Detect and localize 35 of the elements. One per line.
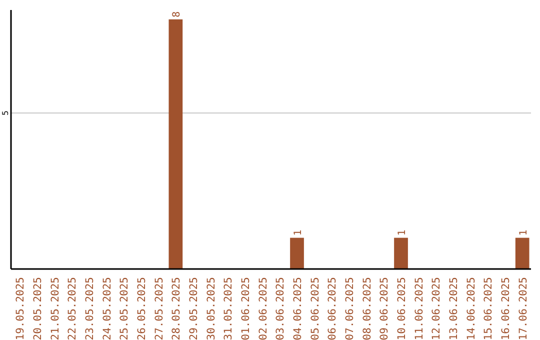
x-tick-label: 23.05.2025 [84,277,96,340]
x-tick-label: 09.06.2025 [378,277,391,340]
x-tick-label: 20.05.2025 [32,277,44,340]
x-tick-label: 11.06.2025 [413,277,426,340]
x-tick-label: 07.06.2025 [344,277,356,340]
data-label: 8 [172,11,183,18]
x-tick-label: 14.06.2025 [465,277,478,340]
x-tick-label: 29.05.2025 [188,277,200,340]
x-tick-label: 05.06.2025 [309,277,322,340]
data-label: 1 [397,230,408,236]
x-tick-label: 17.06.2025 [517,277,530,340]
x-tick-label: 12.06.2025 [430,277,443,340]
data-label: 1 [518,230,530,236]
x-tick-label: 03.06.2025 [274,277,287,340]
x-tick-label: 28.05.2025 [170,277,183,340]
x-tick-label: 01.06.2025 [240,277,252,340]
x-tick-label: 08.06.2025 [361,277,374,340]
x-tick-label: 21.05.2025 [49,277,62,340]
x-tick-label: 15.06.2025 [482,277,495,340]
x-tick-label: 22.05.2025 [66,277,79,340]
x-tick-label: 25.05.2025 [118,277,131,340]
x-tick-label: 26.05.2025 [136,277,148,340]
x-tick-label: 13.06.2025 [448,277,460,340]
y-tick-label: 5 [1,110,10,116]
x-tick-label: 02.06.2025 [257,277,270,340]
x-tick-label: 30.05.2025 [205,277,218,340]
x-tick-label: 06.06.2025 [326,277,339,340]
x-tick-label: 27.05.2025 [153,277,166,340]
x-tick-label: 24.05.2025 [101,277,114,340]
x-tick-label: 10.06.2025 [396,277,408,340]
x-tick-label: 16.06.2025 [500,277,512,340]
x-tick-label: 19.05.2025 [14,277,27,340]
x-tick-label: 04.06.2025 [292,277,304,340]
data-label: 1 [293,230,304,236]
x-tick-label: 31.05.2025 [222,277,235,340]
